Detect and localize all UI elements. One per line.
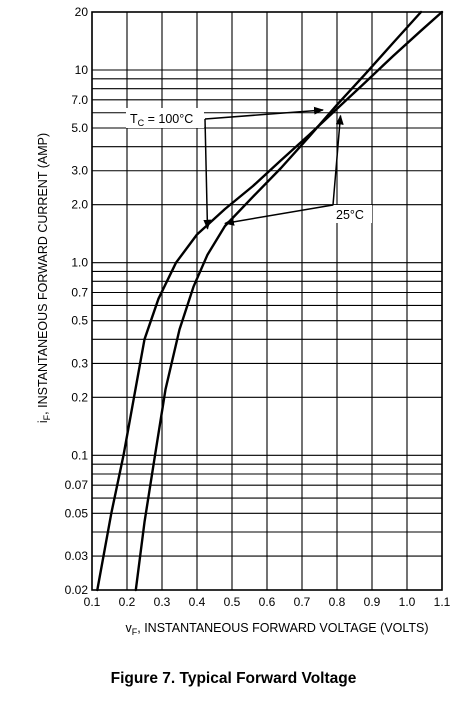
y-tick-label: 0.2 bbox=[71, 390, 88, 404]
grid bbox=[91, 11, 443, 591]
y-tick-label: 0.7 bbox=[71, 286, 88, 300]
y-tick-label: 7.0 bbox=[71, 93, 88, 107]
x-tick-label: 0.2 bbox=[119, 595, 136, 609]
annotation-arrow-1-0 bbox=[332, 114, 344, 206]
x-tick-label: 0.4 bbox=[189, 595, 206, 609]
annotation-tc-100c: TC = 100°C bbox=[126, 108, 204, 128]
annotation-25c: 25°C bbox=[334, 205, 372, 223]
annotation-25c-box bbox=[334, 205, 372, 223]
figure-caption: Figure 7. Typical Forward Voltage bbox=[110, 670, 357, 687]
y-axis-title: iF, INSTANTANEOUS FORWARD CURRENT (AMP) bbox=[36, 133, 52, 423]
y-tick-label: 0.3 bbox=[71, 356, 88, 370]
y-tick-label: 1.0 bbox=[71, 256, 88, 270]
annotation-arrow-0-1 bbox=[203, 118, 212, 230]
x-tick-label: 1.1 bbox=[434, 595, 451, 609]
x-tick-label: 0.9 bbox=[364, 595, 381, 609]
annotation-arrow-0-0 bbox=[204, 106, 324, 120]
annotation-tc-100c-box bbox=[126, 108, 204, 128]
x-tick-labels: 0.1 0.2 0.3 0.4 0.5 0.6 0.7 0.8 0.9 1.0 1.1 bbox=[84, 595, 451, 609]
x-tick-label: 0.6 bbox=[259, 595, 276, 609]
y-tick-label: 5.0 bbox=[71, 121, 88, 135]
y-tick-label: 3.0 bbox=[71, 164, 88, 178]
x-tick-label: 1.0 bbox=[399, 595, 416, 609]
y-tick-label: 0.05 bbox=[65, 506, 89, 520]
forward-voltage-chart: 0.02 0.03 0.05 0.07 0.1 0.2 0.3 0.5 0.7 1.0 2.0 3.0… bbox=[36, 5, 451, 637]
y-tick-label: 0.1 bbox=[71, 448, 88, 462]
x-tick-label: 0.7 bbox=[294, 595, 311, 609]
y-tick-label: 0.02 bbox=[65, 583, 89, 597]
annotation-25c-label: 25°C bbox=[336, 208, 364, 222]
x-tick-label: 0.3 bbox=[154, 595, 171, 609]
plot-frame bbox=[91, 11, 443, 591]
x-tick-label: 0.5 bbox=[224, 595, 241, 609]
series-line-1 bbox=[134, 10, 423, 592]
y-tick-labels: 0.02 0.03 0.05 0.07 0.1 0.2 0.3 0.5 0.7 1.0 2.0 3.0… bbox=[65, 5, 89, 597]
y-tick-label: 0.07 bbox=[65, 478, 89, 492]
curves bbox=[96, 10, 444, 592]
y-tick-label: 0.5 bbox=[71, 314, 88, 328]
y-tick-label: 20 bbox=[75, 5, 89, 19]
y-tick-label: 0.03 bbox=[65, 549, 89, 563]
annotation-arrow-1-1 bbox=[224, 204, 334, 226]
x-tick-label: 0.1 bbox=[84, 595, 101, 609]
y-tick-label: 10 bbox=[75, 63, 89, 77]
annotation-tc-100c-label: TC = 100°C bbox=[130, 112, 193, 128]
x-axis-title: vF, INSTANTANEOUS FORWARD VOLTAGE (VOLTS… bbox=[126, 621, 429, 637]
series-line-0 bbox=[96, 10, 444, 592]
x-tick-label: 0.8 bbox=[329, 595, 346, 609]
annotations bbox=[203, 106, 344, 230]
y-tick-label: 2.0 bbox=[71, 198, 88, 212]
